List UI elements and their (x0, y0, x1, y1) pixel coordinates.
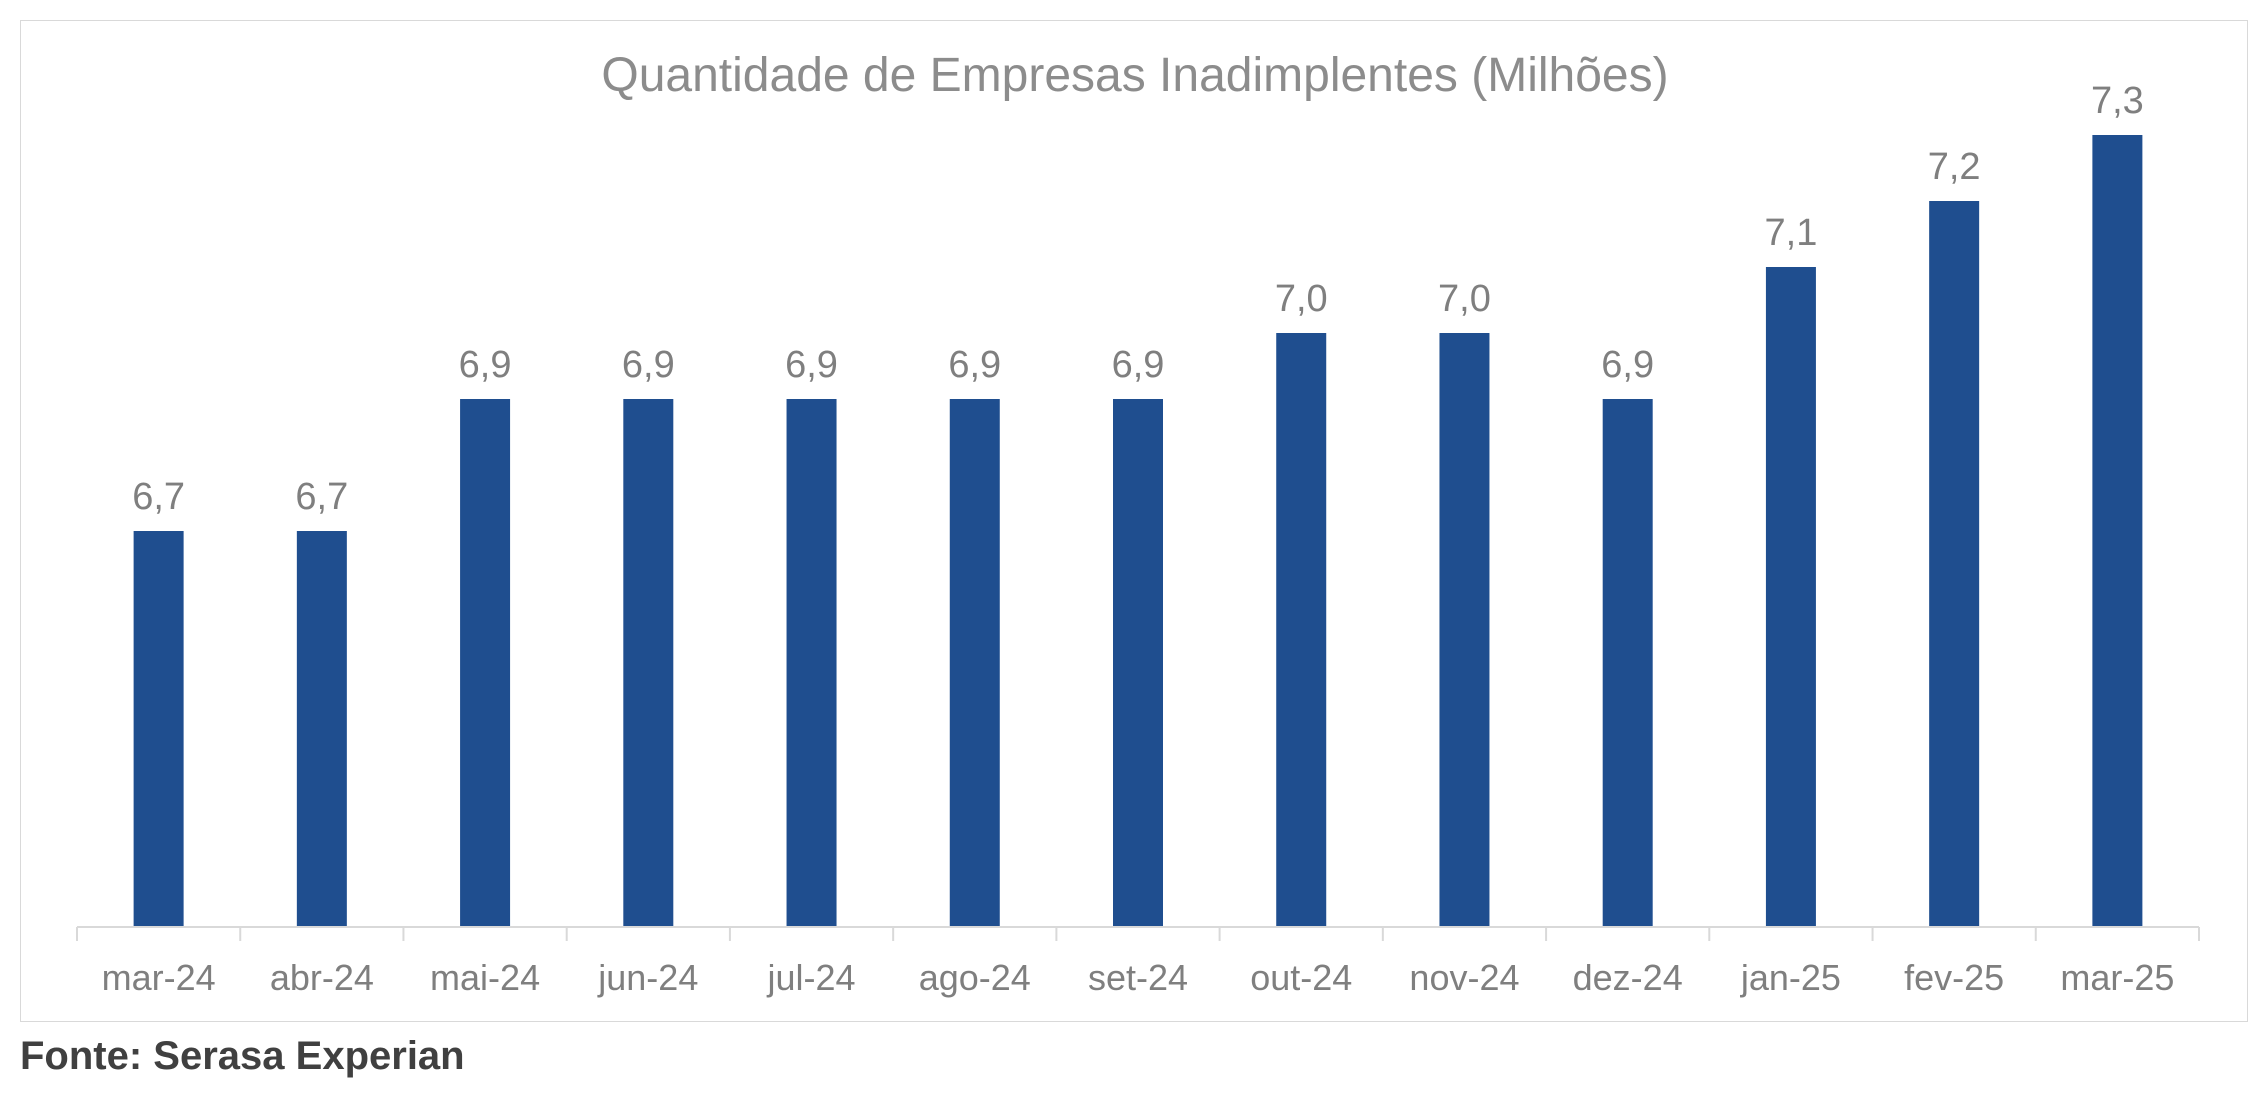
bar-fev-25 (1929, 201, 1980, 927)
bar-jul-24 (786, 399, 837, 927)
bar-mai-24 (460, 399, 511, 927)
category-label-mar-24: mar-24 (102, 957, 216, 998)
category-label-out-24: out-24 (1250, 957, 1352, 998)
data-label-set-24: 6,9 (1112, 344, 1165, 386)
chart-frame: Quantidade de Empresas Inadimplentes (Mi… (20, 20, 2248, 1022)
data-label-abr-24: 6,7 (295, 476, 348, 518)
bar-jan-25 (1765, 267, 1816, 927)
data-label-mar-24: 6,7 (132, 476, 185, 518)
data-label-jul-24: 6,9 (785, 344, 838, 386)
bar-chart: Quantidade de Empresas Inadimplentes (Mi… (76, 49, 2200, 998)
data-label-dez-24: 6,9 (1601, 344, 1654, 386)
bar-dez-24 (1602, 399, 1653, 927)
bar-nov-24 (1439, 333, 1490, 927)
data-label-ago-24: 6,9 (948, 344, 1001, 386)
data-label-mai-24: 6,9 (459, 344, 512, 386)
category-label-jan-25: jan-25 (1740, 957, 1841, 998)
data-label-nov-24: 7,0 (1438, 278, 1491, 320)
bar-out-24 (1276, 333, 1327, 927)
data-label-out-24: 7,0 (1275, 278, 1328, 320)
category-label-fev-25: fev-25 (1904, 957, 2004, 998)
category-label-set-24: set-24 (1088, 957, 1188, 998)
data-label-jun-24: 6,9 (622, 344, 675, 386)
chart-title: Quantidade de Empresas Inadimplentes (Mi… (601, 49, 1668, 102)
bar-mar-25 (2092, 135, 2143, 927)
x-axis-ticks (76, 927, 2200, 941)
bar-abr-24 (296, 531, 347, 927)
category-label-mar-25: mar-25 (2060, 957, 2174, 998)
bars-layer (133, 135, 2143, 927)
data-label-fev-25: 7,2 (1928, 146, 1981, 188)
data-label-jan-25: 7,1 (1765, 212, 1818, 254)
category-label-dez-24: dez-24 (1573, 957, 1683, 998)
category-label-nov-24: nov-24 (1409, 957, 1519, 998)
data-label-mar-25: 7,3 (2091, 80, 2144, 122)
category-label-ago-24: ago-24 (919, 957, 1031, 998)
bar-jun-24 (623, 399, 674, 927)
bar-ago-24 (949, 399, 1000, 927)
category-label-abr-24: abr-24 (270, 957, 374, 998)
category-label-mai-24: mai-24 (430, 957, 540, 998)
labels-layer: 6,7 mar-24 6,7 abr-24 6,9 mai-24 6,9 jun-24 6,9 j… (102, 80, 2175, 998)
category-label-jun-24: jun-24 (597, 957, 698, 998)
bar-set-24 (1113, 399, 1163, 927)
category-label-jul-24: jul-24 (767, 957, 856, 998)
bar-mar-24 (133, 531, 184, 927)
source-label: Fonte: Serasa Experian (20, 1034, 465, 1078)
